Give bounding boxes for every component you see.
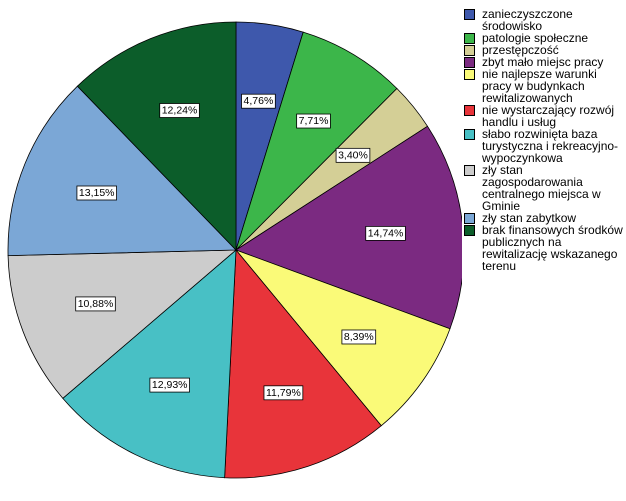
legend-swatch (464, 57, 475, 68)
legend-swatch (464, 45, 475, 56)
legend-swatch (464, 105, 475, 116)
slice-label-4: 8,39% (341, 329, 377, 345)
legend-label: zły stan zabytkow (482, 211, 577, 225)
legend-item-9: brak finansowych środków publicznych na … (464, 224, 624, 272)
legend-label: brak finansowych środków publicznych na … (482, 223, 623, 273)
pie-plot: 4,76% 7,71% 3,40% 14,74% 8,39% 11,79% 12,93% 10… (7, 21, 462, 479)
legend-swatch (464, 129, 475, 140)
slice-label-0: 4,76% (241, 93, 276, 109)
legend-item-7: zły stan zagospodarowania centralnego mi… (464, 164, 624, 212)
legend-swatch (464, 165, 475, 176)
legend-item-1: patologie społeczne (464, 32, 624, 44)
slice-label-8: 13,15% (76, 185, 117, 201)
slice-label-1: 7,71% (296, 113, 331, 129)
legend-item-4: nie najlepsze warunki pracy w budynkach … (464, 68, 624, 104)
slice-value-label: 7,71% (299, 115, 329, 127)
slice-value-label: 14,74% (368, 227, 404, 239)
slice-value-label: 12,24% (162, 105, 198, 117)
legend-swatch (464, 213, 475, 224)
legend-label: nie wystarczający rozwój handlu i usług (482, 103, 615, 129)
legend-swatch (464, 225, 475, 236)
legend-item-0: zanieczyszczone środowisko (464, 8, 624, 32)
legend-swatch (464, 69, 475, 80)
legend: zanieczyszczone środowisko patologie społ… (464, 8, 624, 272)
slice-value-label: 4,76% (244, 95, 274, 107)
legend-label: zbyt mało miejsc pracy (482, 55, 604, 69)
slice-label-3: 14,74% (365, 226, 406, 241)
pie-slice-3 (235, 125, 462, 330)
slice-label-6: 12,93% (149, 377, 190, 393)
legend-label: zły stan zagospodarowania centralnego mi… (482, 163, 601, 213)
pie-slice-6 (62, 249, 237, 479)
legend-label: nie najlepsze warunki pracy w budynkach … (482, 67, 597, 105)
slice-label-2: 3,40% (335, 147, 371, 163)
slice-value-label: 13,15% (79, 187, 115, 199)
pie-slice-7 (7, 249, 238, 399)
legend-swatch (464, 9, 475, 20)
legend-item-3: zbyt mało miejsc pracy (464, 56, 624, 68)
legend-label: przestępczość (482, 43, 559, 57)
slice-value-label: 12,93% (152, 379, 188, 391)
slice-value-label: 8,39% (344, 331, 374, 343)
legend-item-6: słabo rozwinięta baza turystyczna i rekr… (464, 128, 624, 164)
slice-value-label: 11,79% (266, 387, 301, 399)
legend-swatch (464, 33, 475, 44)
pie-slice-9 (76, 21, 237, 251)
pie-slice-5 (224, 248, 382, 479)
legend-item-5: nie wystarczający rozwój handlu i usług (464, 104, 624, 128)
slice-value-label: 3,40% (338, 149, 368, 161)
pie-slice-8 (7, 85, 237, 257)
slice-label-9: 12,24% (159, 103, 200, 118)
legend-item-8: zły stan zabytkow (464, 212, 624, 224)
slice-label-7: 10,88% (75, 296, 116, 312)
pie-slice-1 (235, 31, 398, 251)
legend-label: zanieczyszczone środowisko (482, 7, 573, 33)
slice-label-5: 11,79% (263, 385, 304, 401)
legend-label: patologie społeczne (482, 31, 589, 45)
legend-label: słabo rozwinięta baza turystyczna i rekr… (482, 127, 619, 165)
slice-value-label: 10,88% (78, 298, 114, 310)
legend-item-2: przestępczość (464, 44, 624, 56)
